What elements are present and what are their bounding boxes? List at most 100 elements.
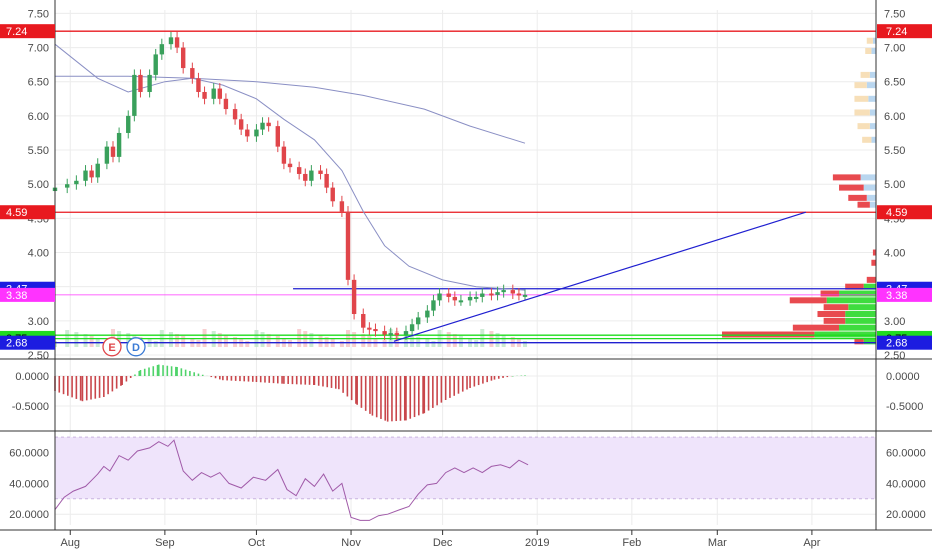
histogram-bar bbox=[395, 376, 398, 422]
volume-profile-up bbox=[860, 174, 876, 181]
volume-bar bbox=[217, 333, 222, 347]
histogram-bar bbox=[283, 376, 285, 384]
volume-profile-down bbox=[722, 331, 815, 338]
histogram-bar bbox=[466, 376, 468, 390]
volume-profile-down bbox=[854, 82, 867, 89]
histogram-bar bbox=[330, 376, 333, 388]
histogram-bar bbox=[162, 365, 164, 376]
candle-body bbox=[296, 167, 302, 174]
histogram-bar bbox=[125, 376, 128, 382]
volume-bar bbox=[288, 340, 293, 347]
candle-body bbox=[458, 300, 464, 303]
histogram-bar bbox=[234, 376, 237, 381]
rsi-pane bbox=[54, 436, 876, 521]
volume-profile-down bbox=[862, 136, 872, 143]
candle-body bbox=[382, 331, 387, 335]
histogram-bar bbox=[418, 376, 420, 416]
histogram-bar bbox=[272, 376, 275, 384]
candle-body bbox=[254, 129, 259, 137]
y-tick-label-left: 4.00 bbox=[28, 248, 49, 260]
histogram-bar bbox=[440, 376, 443, 403]
histogram-bar bbox=[103, 376, 105, 397]
candle-body bbox=[409, 324, 415, 332]
y-tick-label-left: 2.50 bbox=[28, 350, 49, 362]
histogram-bar bbox=[386, 376, 389, 422]
histogram-bar bbox=[175, 366, 177, 376]
histogram-bar bbox=[342, 376, 344, 393]
histogram-bar bbox=[94, 376, 97, 399]
candle-body bbox=[238, 119, 244, 130]
histogram-bar bbox=[156, 364, 159, 376]
candle-body bbox=[74, 180, 79, 185]
trendline[interactable] bbox=[393, 211, 806, 342]
histogram-bar bbox=[157, 364, 160, 376]
y-tick-label-right: 4.00 bbox=[884, 248, 905, 260]
histogram-bar bbox=[111, 376, 114, 392]
histogram-bar bbox=[152, 366, 155, 376]
volume-profile-down bbox=[871, 259, 876, 266]
volume-bar bbox=[446, 332, 451, 347]
volume-bar bbox=[495, 333, 500, 347]
histogram-bar bbox=[403, 376, 406, 421]
histogram-bar bbox=[355, 376, 357, 404]
y-tick-label-right: 3.00 bbox=[884, 316, 905, 328]
candle-body bbox=[95, 163, 100, 178]
histogram-bar bbox=[259, 376, 262, 383]
histogram-bar bbox=[264, 376, 266, 383]
candle-body bbox=[245, 129, 250, 137]
volume-profile-up bbox=[863, 184, 876, 191]
price-label-left-bg bbox=[0, 24, 55, 39]
volume-profile-up bbox=[871, 47, 876, 54]
histogram-bar bbox=[399, 376, 402, 421]
volume-profile-down bbox=[832, 174, 861, 181]
volume-bar bbox=[458, 336, 463, 347]
price-label-right: 2.68 bbox=[886, 338, 907, 350]
candle-body bbox=[217, 88, 223, 99]
y-tick-label-left: 3.00 bbox=[28, 316, 49, 328]
histogram-bar bbox=[473, 376, 476, 387]
histogram-bar bbox=[85, 376, 88, 401]
histogram-bar bbox=[79, 376, 82, 401]
volume-bar bbox=[324, 337, 329, 347]
volume-bar bbox=[523, 341, 528, 347]
y-tick-label-left: 60.0000 bbox=[9, 448, 49, 460]
histogram-bar bbox=[197, 373, 200, 376]
histogram-bar bbox=[139, 370, 142, 376]
y-tick-label-left: 40.0000 bbox=[9, 478, 49, 490]
price-label-right-bg bbox=[877, 335, 932, 350]
volume-bar bbox=[83, 334, 88, 347]
volume-bar bbox=[318, 335, 323, 347]
histogram-bar bbox=[490, 376, 493, 381]
event-marker-label: E bbox=[108, 342, 115, 354]
volume-bar bbox=[367, 336, 372, 347]
candle-body bbox=[174, 37, 180, 48]
candle-body bbox=[489, 293, 494, 296]
volume-profile-down bbox=[866, 37, 873, 44]
volume-bar bbox=[266, 334, 271, 347]
histogram-bar bbox=[384, 376, 387, 421]
price-label-left: 2.68 bbox=[6, 338, 27, 350]
volume-bar bbox=[361, 334, 366, 347]
volume-bar bbox=[501, 335, 506, 347]
candle-body bbox=[510, 290, 516, 294]
histogram-bar bbox=[226, 376, 228, 381]
histogram-bar bbox=[268, 376, 271, 383]
rsi-line bbox=[54, 439, 529, 521]
y-tick-label-right: 2.50 bbox=[884, 350, 905, 362]
volume-profile-down bbox=[860, 71, 870, 78]
volume-profile-down bbox=[854, 338, 864, 345]
histogram-bar bbox=[143, 368, 146, 376]
volume-bar bbox=[382, 340, 387, 347]
histogram-bar bbox=[243, 376, 246, 382]
histogram-bar bbox=[432, 376, 434, 408]
histogram-bar bbox=[189, 370, 191, 376]
volume-bar bbox=[245, 341, 250, 347]
histogram-bar bbox=[308, 376, 311, 385]
volume-profile-down bbox=[848, 194, 867, 201]
volume-profile-up bbox=[866, 194, 876, 201]
y-tick-label-left: 5.00 bbox=[28, 179, 49, 191]
volume-profile-down bbox=[823, 317, 846, 324]
histogram-bar bbox=[210, 376, 213, 378]
